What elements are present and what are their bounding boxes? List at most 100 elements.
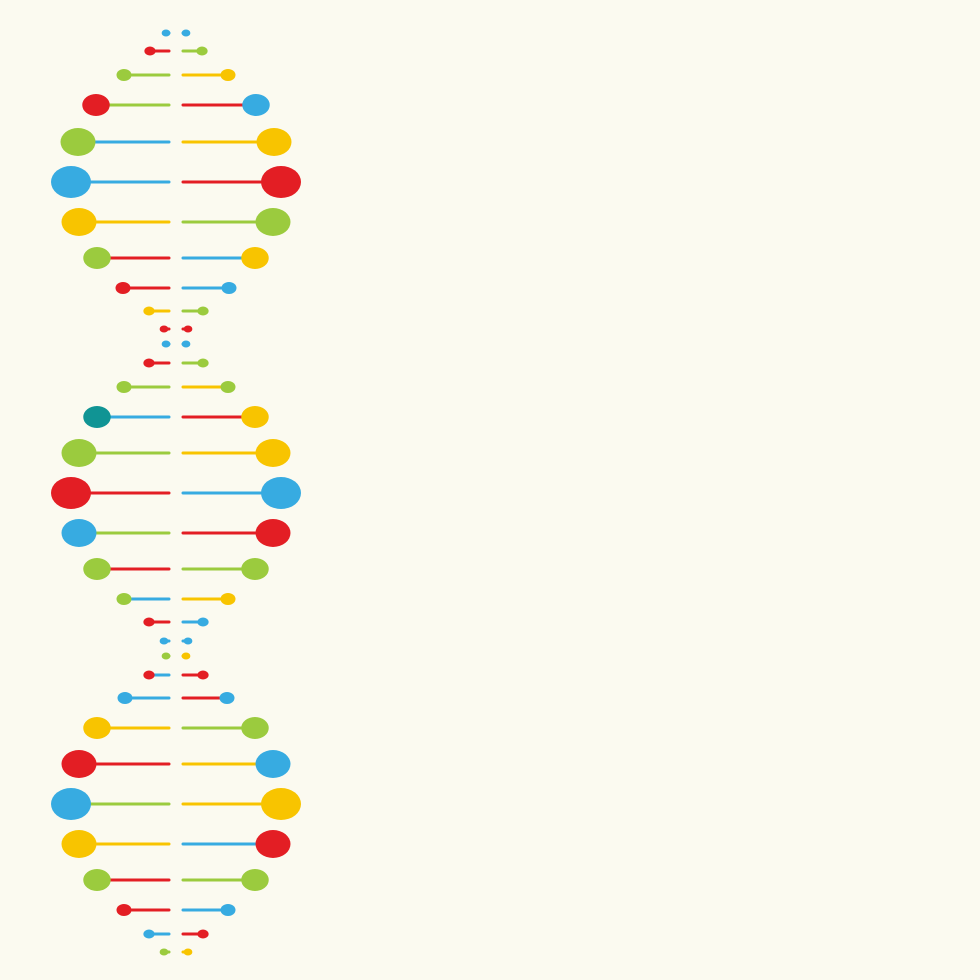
rung-node-right xyxy=(242,94,270,116)
rung-node-right xyxy=(221,904,236,916)
rung-node-left xyxy=(62,830,97,858)
dna-rung xyxy=(83,406,269,428)
dna-rung xyxy=(62,519,291,547)
rung-node-right xyxy=(241,869,269,891)
dna-rung xyxy=(160,638,193,645)
rung-node-left xyxy=(83,558,111,580)
dna-rung xyxy=(62,208,291,236)
rung-node-right xyxy=(261,166,301,198)
rung-node-left xyxy=(51,788,91,820)
dna-rung xyxy=(83,717,269,739)
dna-rung xyxy=(162,341,191,348)
rung-node-right xyxy=(197,307,208,316)
rung-node-left xyxy=(118,692,133,704)
rung-node-right xyxy=(222,282,237,294)
rung-node-right xyxy=(220,692,235,704)
dna-rung xyxy=(117,69,236,81)
rung-node-left xyxy=(116,282,131,294)
rung-node-right xyxy=(241,558,269,580)
rung-node-right xyxy=(256,519,291,547)
rung-node-left xyxy=(117,381,132,393)
rung-node-right xyxy=(221,593,236,605)
dna-rung xyxy=(62,439,291,467)
rung-node-left xyxy=(162,653,171,660)
dna-rung xyxy=(162,30,191,37)
rung-node-right xyxy=(256,208,291,236)
dna-rung xyxy=(117,593,236,605)
rung-node-left xyxy=(117,904,132,916)
rung-node-right xyxy=(182,653,191,660)
dna-rung xyxy=(162,653,191,660)
dna-rung xyxy=(143,671,208,680)
dna-rung xyxy=(143,359,208,368)
rung-node-right xyxy=(256,750,291,778)
rung-node-left xyxy=(160,638,169,645)
dna-rung xyxy=(61,128,292,156)
rung-node-right xyxy=(197,618,208,627)
rung-node-right xyxy=(197,359,208,368)
rung-node-left xyxy=(117,593,132,605)
rung-node-right xyxy=(261,477,301,509)
dna-rung xyxy=(83,247,269,269)
dna-rung xyxy=(116,282,237,294)
dna-rung xyxy=(83,869,269,891)
dna-rung xyxy=(143,618,208,627)
dna-rung xyxy=(160,326,193,333)
rung-node-right xyxy=(241,247,269,269)
dna-diagram xyxy=(0,0,980,980)
dna-rung xyxy=(118,692,235,704)
rung-node-right xyxy=(182,30,191,37)
rung-node-left xyxy=(83,406,111,428)
dna-rung xyxy=(160,949,193,956)
dna-rung xyxy=(144,47,207,56)
rung-node-right xyxy=(182,341,191,348)
rung-node-left xyxy=(143,618,154,627)
rung-node-left xyxy=(143,671,154,680)
rung-node-left xyxy=(117,69,132,81)
rung-node-right xyxy=(256,830,291,858)
rung-node-left xyxy=(144,47,155,56)
rung-node-left xyxy=(62,208,97,236)
dna-rung xyxy=(83,558,269,580)
rung-node-right xyxy=(184,326,193,333)
dna-rung xyxy=(62,750,291,778)
dna-rung xyxy=(143,930,208,939)
dna-rung xyxy=(51,477,301,509)
rung-node-right xyxy=(261,788,301,820)
rung-node-left xyxy=(143,307,154,316)
rung-node-left xyxy=(160,949,169,956)
rung-node-left xyxy=(162,341,171,348)
rung-node-left xyxy=(143,930,154,939)
dna-rung xyxy=(117,904,236,916)
rung-node-right xyxy=(256,439,291,467)
dna-svg xyxy=(0,0,980,980)
rung-node-left xyxy=(160,326,169,333)
rung-node-left xyxy=(62,519,97,547)
rung-node-left xyxy=(51,166,91,198)
rung-node-left xyxy=(51,477,91,509)
rung-node-right xyxy=(184,638,193,645)
rung-node-left xyxy=(61,128,96,156)
rung-node-right xyxy=(184,949,193,956)
rung-node-right xyxy=(257,128,292,156)
rung-node-right xyxy=(241,406,269,428)
rung-node-left xyxy=(162,30,171,37)
rung-node-left xyxy=(143,359,154,368)
rung-node-right xyxy=(196,47,207,56)
rung-node-left xyxy=(83,717,111,739)
rung-node-right xyxy=(221,69,236,81)
rung-node-right xyxy=(221,381,236,393)
rung-node-left xyxy=(83,869,111,891)
rung-node-left xyxy=(62,750,97,778)
rung-node-right xyxy=(197,930,208,939)
dna-rung xyxy=(82,94,270,116)
dna-rung xyxy=(62,830,291,858)
rung-node-left xyxy=(82,94,110,116)
dna-rung xyxy=(143,307,208,316)
rung-node-right xyxy=(241,717,269,739)
rung-node-right xyxy=(197,671,208,680)
dna-rung xyxy=(117,381,236,393)
rung-node-left xyxy=(62,439,97,467)
dna-rung xyxy=(51,788,301,820)
dna-rung xyxy=(51,166,301,198)
